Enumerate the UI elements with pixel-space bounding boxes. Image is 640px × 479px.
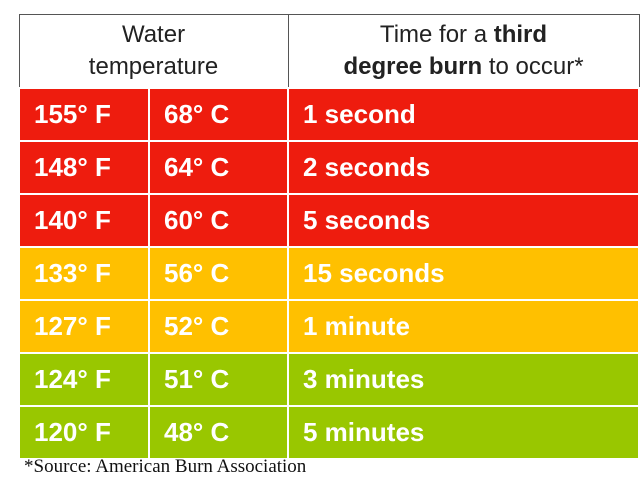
header-text: to occur* <box>488 53 584 80</box>
header-cell: Water temperature <box>18 14 289 89</box>
table-cell: 60° C <box>148 193 289 248</box>
table-cell: 1 second <box>287 87 640 142</box>
table-cell: 68° C <box>148 87 289 142</box>
table-cell: 52° C <box>148 299 289 354</box>
footnote: *Source: American Burn Association <box>24 456 307 477</box>
header-cell: Time for a third degree burn to occur* <box>287 14 640 89</box>
table-cell: 155° F <box>18 87 150 142</box>
table-cell: 127° F <box>18 299 150 354</box>
table-cell: 1 minute <box>287 299 640 354</box>
table-cell: 124° F <box>18 352 150 407</box>
table-cell: 2 seconds <box>287 140 640 195</box>
burn-table: Water temperature Time for a third degre… <box>18 14 640 460</box>
table-cell: 148° F <box>18 140 150 195</box>
table-cell: 56° C <box>148 246 289 301</box>
table-cell: 5 minutes <box>287 405 640 460</box>
table-cell: 15 seconds <box>287 246 640 301</box>
table-cell: 64° C <box>148 140 289 195</box>
header-text: third <box>493 21 548 48</box>
header-row: Water temperature Time for a third degre… <box>18 14 640 89</box>
header-text: Water temperature <box>88 21 219 80</box>
header-text: Time for a <box>379 21 488 48</box>
table-cell: 140° F <box>18 193 150 248</box>
table-row: 133° F 56° C 15 seconds <box>18 246 640 301</box>
table-cell: 133° F <box>18 246 150 301</box>
table-cell: 120° F <box>18 405 150 460</box>
header-text: degree burn <box>343 53 483 80</box>
table-cell: 5 seconds <box>287 193 640 248</box>
table-cell: 51° C <box>148 352 289 407</box>
table-cell: 3 minutes <box>287 352 640 407</box>
table-cell: 48° C <box>148 405 289 460</box>
